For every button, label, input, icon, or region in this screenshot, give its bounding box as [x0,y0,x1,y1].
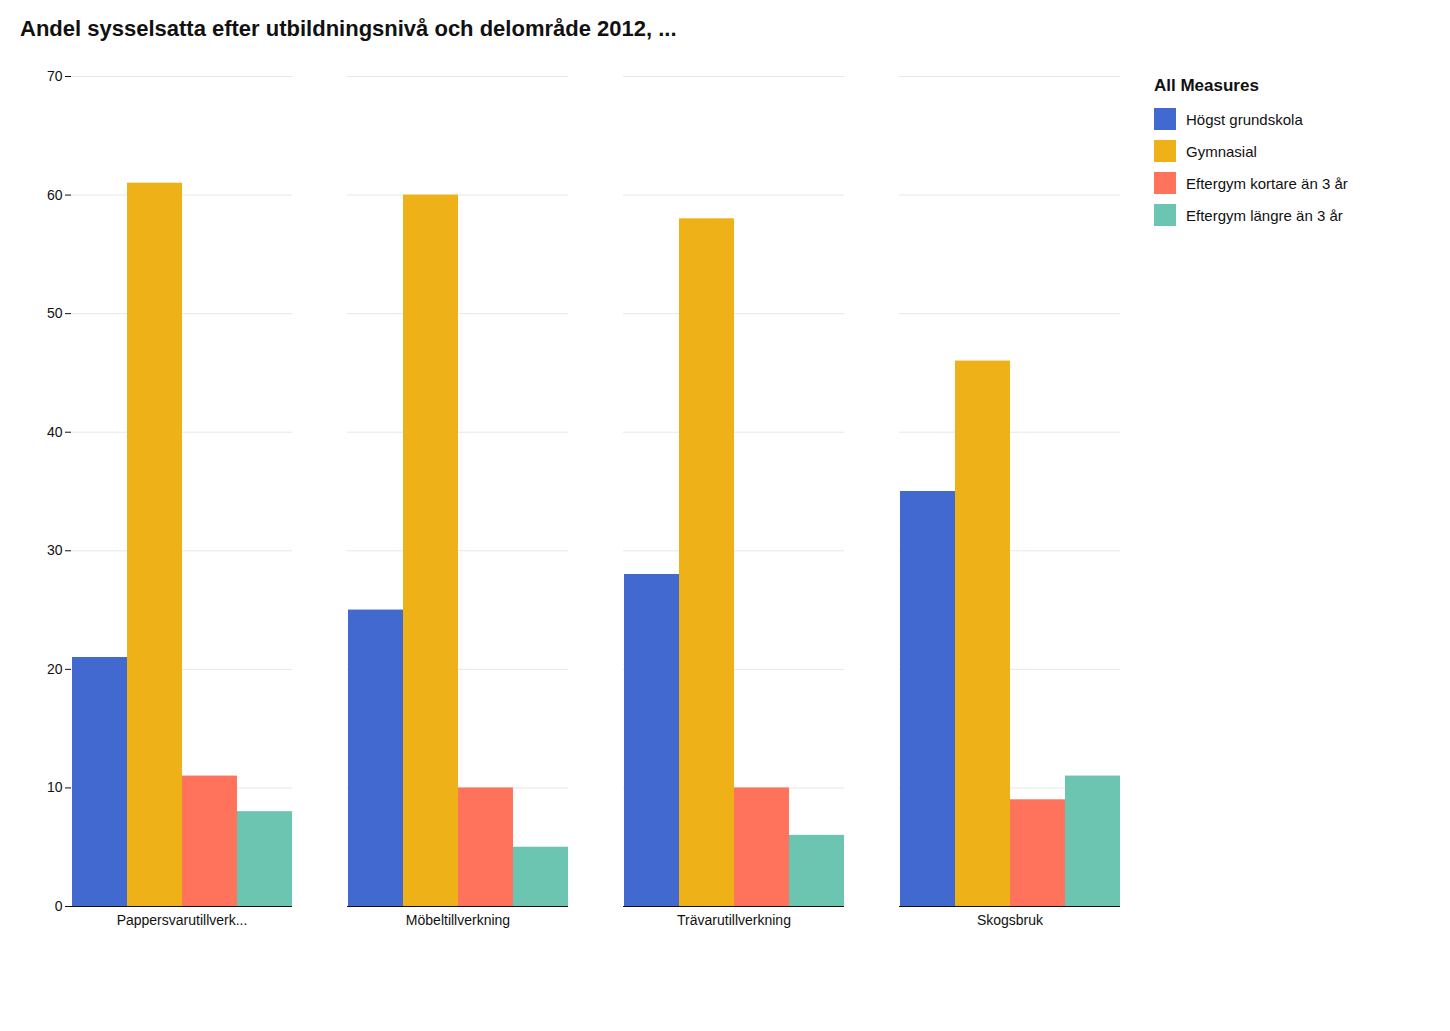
svg-text:Pappersvarutillverk...: Pappersvarutillverk... [117,912,248,928]
svg-text:70: 70 [47,68,63,84]
svg-text:40: 40 [47,424,63,440]
html-text:Eftergym kortare än 3 år: Eftergym kortare än 3 år [1186,174,1348,192]
html-text:All Measures: All Measures [1154,76,1259,95]
html-text:Andel sysselsatta efter utbild: Andel sysselsatta efter utbildningsnivå … [20,16,677,41]
html-text:Gymnasial: Gymnasial [1186,142,1257,160]
svg-text:60: 60 [47,187,63,203]
svg-text:Skogsbruk: Skogsbruk [977,912,1044,928]
svg-text:Möbeltillverkning: Möbeltillverkning [406,912,510,928]
html-text:Högst grundskola: Högst grundskola [1186,110,1303,128]
svg-text:0: 0 [55,898,63,914]
svg-text:Trävarutillverkning: Trävarutillverkning [677,912,791,928]
svg-text:30: 30 [47,542,63,558]
svg-text:20: 20 [47,661,63,677]
svg-text:50: 50 [47,305,63,321]
html-text:Eftergym längre än 3 år: Eftergym längre än 3 år [1186,206,1343,224]
svg-text:10: 10 [47,779,63,795]
